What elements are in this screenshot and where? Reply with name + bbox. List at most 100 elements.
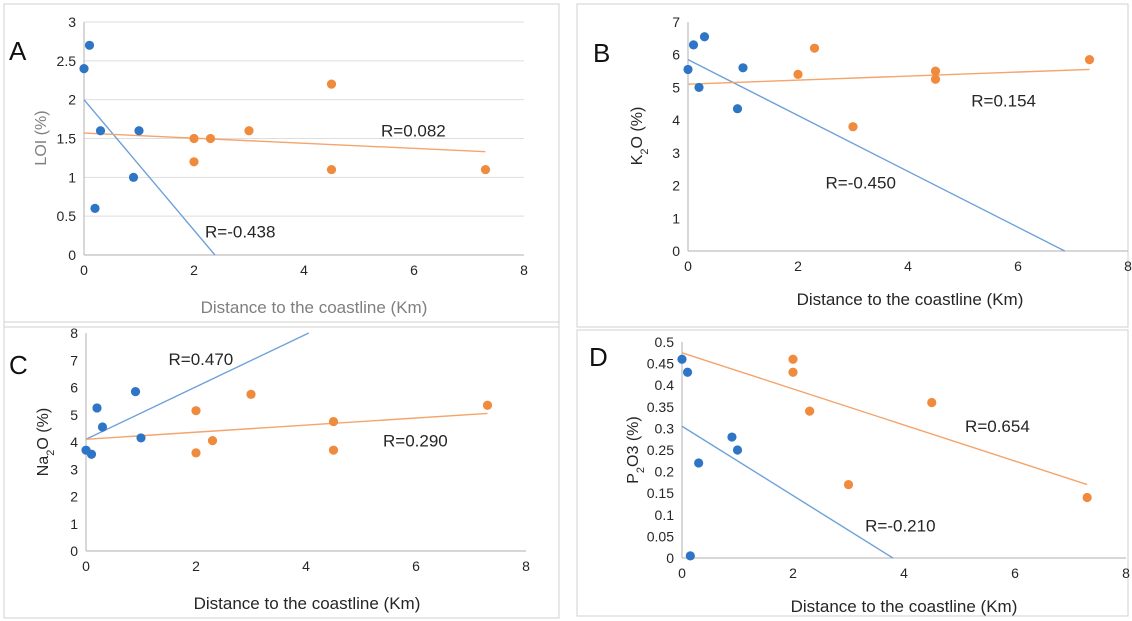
x-tick-label: 8 — [1124, 258, 1132, 274]
x-tick-label: 0 — [678, 565, 686, 581]
panel-letter: C — [9, 350, 28, 380]
panel-frame — [3, 321, 560, 619]
y-tick-label: 2 — [70, 489, 78, 505]
y-tick-label: 0.05 — [647, 528, 674, 544]
y-tick-label: 5 — [672, 79, 680, 95]
correlation-label: R=0.082 — [381, 122, 446, 141]
blue-trend-line — [85, 332, 310, 440]
orange-data-point — [191, 448, 201, 458]
panel-frame — [3, 3, 560, 328]
blue-trend-line — [687, 58, 1066, 252]
y-tick-label: 1.5 — [57, 131, 77, 147]
y-tick-label: 5 — [70, 407, 78, 423]
x-axis-label: Distance to the coastline (Km) — [194, 594, 421, 613]
orange-data-point — [191, 406, 201, 416]
orange-data-point — [1082, 492, 1092, 503]
blue-data-point — [136, 433, 146, 443]
x-tick-label: 6 — [1014, 258, 1022, 274]
x-tick-label: 2 — [192, 558, 200, 574]
y-tick-label: 7 — [672, 14, 680, 30]
panel-letter: A — [9, 36, 27, 66]
blue-data-point — [128, 172, 139, 182]
blue-data-point — [732, 445, 743, 455]
panel-frame — [576, 329, 1129, 617]
orange-data-point — [207, 436, 218, 446]
y-tick-label: 8 — [70, 325, 78, 341]
blue-data-point — [90, 203, 100, 213]
blue-data-point — [685, 551, 695, 561]
y-tick-label: 3 — [672, 145, 680, 161]
y-tick-label: 0 — [666, 550, 674, 566]
x-tick-label: 2 — [789, 565, 797, 581]
correlation-label: R=-0.210 — [865, 517, 935, 536]
x-axis-label: Distance to the coastline (Km) — [201, 298, 428, 317]
y-tick-label: 6 — [70, 380, 78, 396]
x-tick-label: 6 — [410, 262, 418, 278]
x-tick-label: 0 — [684, 258, 692, 274]
blue-data-point — [134, 126, 144, 136]
x-tick-label: 4 — [900, 565, 908, 581]
orange-data-point — [805, 406, 815, 416]
blue-data-point — [130, 386, 141, 397]
y-tick-label: 0.25 — [647, 442, 674, 458]
x-tick-label: 2 — [190, 262, 198, 278]
y-tick-label: 0.3 — [655, 420, 675, 436]
y-axis-label: LOI (%) — [33, 110, 50, 165]
panel-frame — [576, 3, 1129, 328]
y-tick-label: 1 — [672, 210, 680, 226]
x-axis-label: Distance to the coastline (Km) — [791, 597, 1018, 616]
orange-data-point — [843, 479, 854, 490]
blue-data-point — [738, 63, 748, 73]
y-tick-label: 1 — [70, 516, 78, 532]
orange-data-point — [189, 133, 199, 144]
blue-data-point — [727, 432, 737, 442]
blue-trend-line — [83, 99, 216, 256]
y-tick-label: 4 — [70, 434, 78, 450]
orange-data-point — [788, 367, 798, 377]
orange-trend-line — [85, 412, 488, 440]
blue-trend-line — [681, 425, 894, 559]
orange-data-point — [930, 66, 941, 76]
y-tick-label: 0.4 — [655, 377, 675, 393]
blue-data-point — [688, 40, 699, 50]
y-tick-label: 2.5 — [57, 53, 77, 69]
chart-panel-d: 0 0.05 0.1 0.15 0.2 0.25 0.3 0.35 0.4 0.45 0.5 0 2 4 6… — [576, 329, 1130, 617]
orange-trend-line — [687, 68, 1090, 85]
blue-data-point — [677, 354, 687, 364]
orange-data-point — [205, 133, 216, 144]
blue-data-point — [95, 126, 106, 136]
chart-panel-c: 0 1 2 3 4 5 6 7 8 0 2 4 6 8 R=0.470 R=0.290 C Na2O (%) Dis… — [3, 321, 560, 619]
y-axis-label: K2O (%) — [629, 107, 651, 166]
correlation-label: R=0.290 — [383, 432, 448, 451]
x-tick-label: 6 — [412, 558, 420, 574]
x-tick-label: 0 — [82, 558, 90, 574]
x-tick-label: 6 — [1011, 565, 1019, 581]
x-tick-label: 4 — [300, 262, 308, 278]
orange-trend-line — [681, 352, 1088, 486]
orange-data-point — [246, 389, 256, 399]
blue-data-point — [86, 449, 97, 459]
correlation-label: R=0.654 — [965, 417, 1030, 436]
blue-data-point — [79, 64, 89, 74]
chart-panel-b: 0 1 2 3 4 5 6 7 0 2 4 6 8 R=-0.450 R=0.154 B K2O (%) Dist… — [576, 3, 1132, 328]
y-tick-label: 0.2 — [655, 464, 675, 480]
y-tick-label: 0.35 — [647, 399, 674, 415]
y-axis-label: Na2O (%) — [35, 408, 57, 476]
x-tick-label: 8 — [520, 262, 528, 278]
x-tick-label: 4 — [904, 258, 912, 274]
y-tick-label: 0 — [68, 247, 76, 263]
x-tick-label: 2 — [794, 258, 802, 274]
orange-data-point — [788, 354, 798, 364]
x-tick-label: 4 — [302, 558, 310, 574]
orange-data-point — [848, 122, 858, 132]
x-tick-label: 8 — [1122, 565, 1130, 581]
orange-data-point — [793, 69, 803, 79]
y-tick-label: 2 — [672, 178, 680, 194]
orange-data-point — [1084, 55, 1095, 65]
orange-data-point — [244, 126, 254, 136]
orange-data-point — [927, 397, 937, 408]
chart-panel-a: 0 0.5 1 1.5 2 2.5 3 0 2 4 6 8 R=-0.438 R=0.082 A LOI (%… — [3, 3, 560, 328]
y-tick-label: 4 — [672, 112, 680, 128]
orange-data-point — [326, 79, 337, 89]
